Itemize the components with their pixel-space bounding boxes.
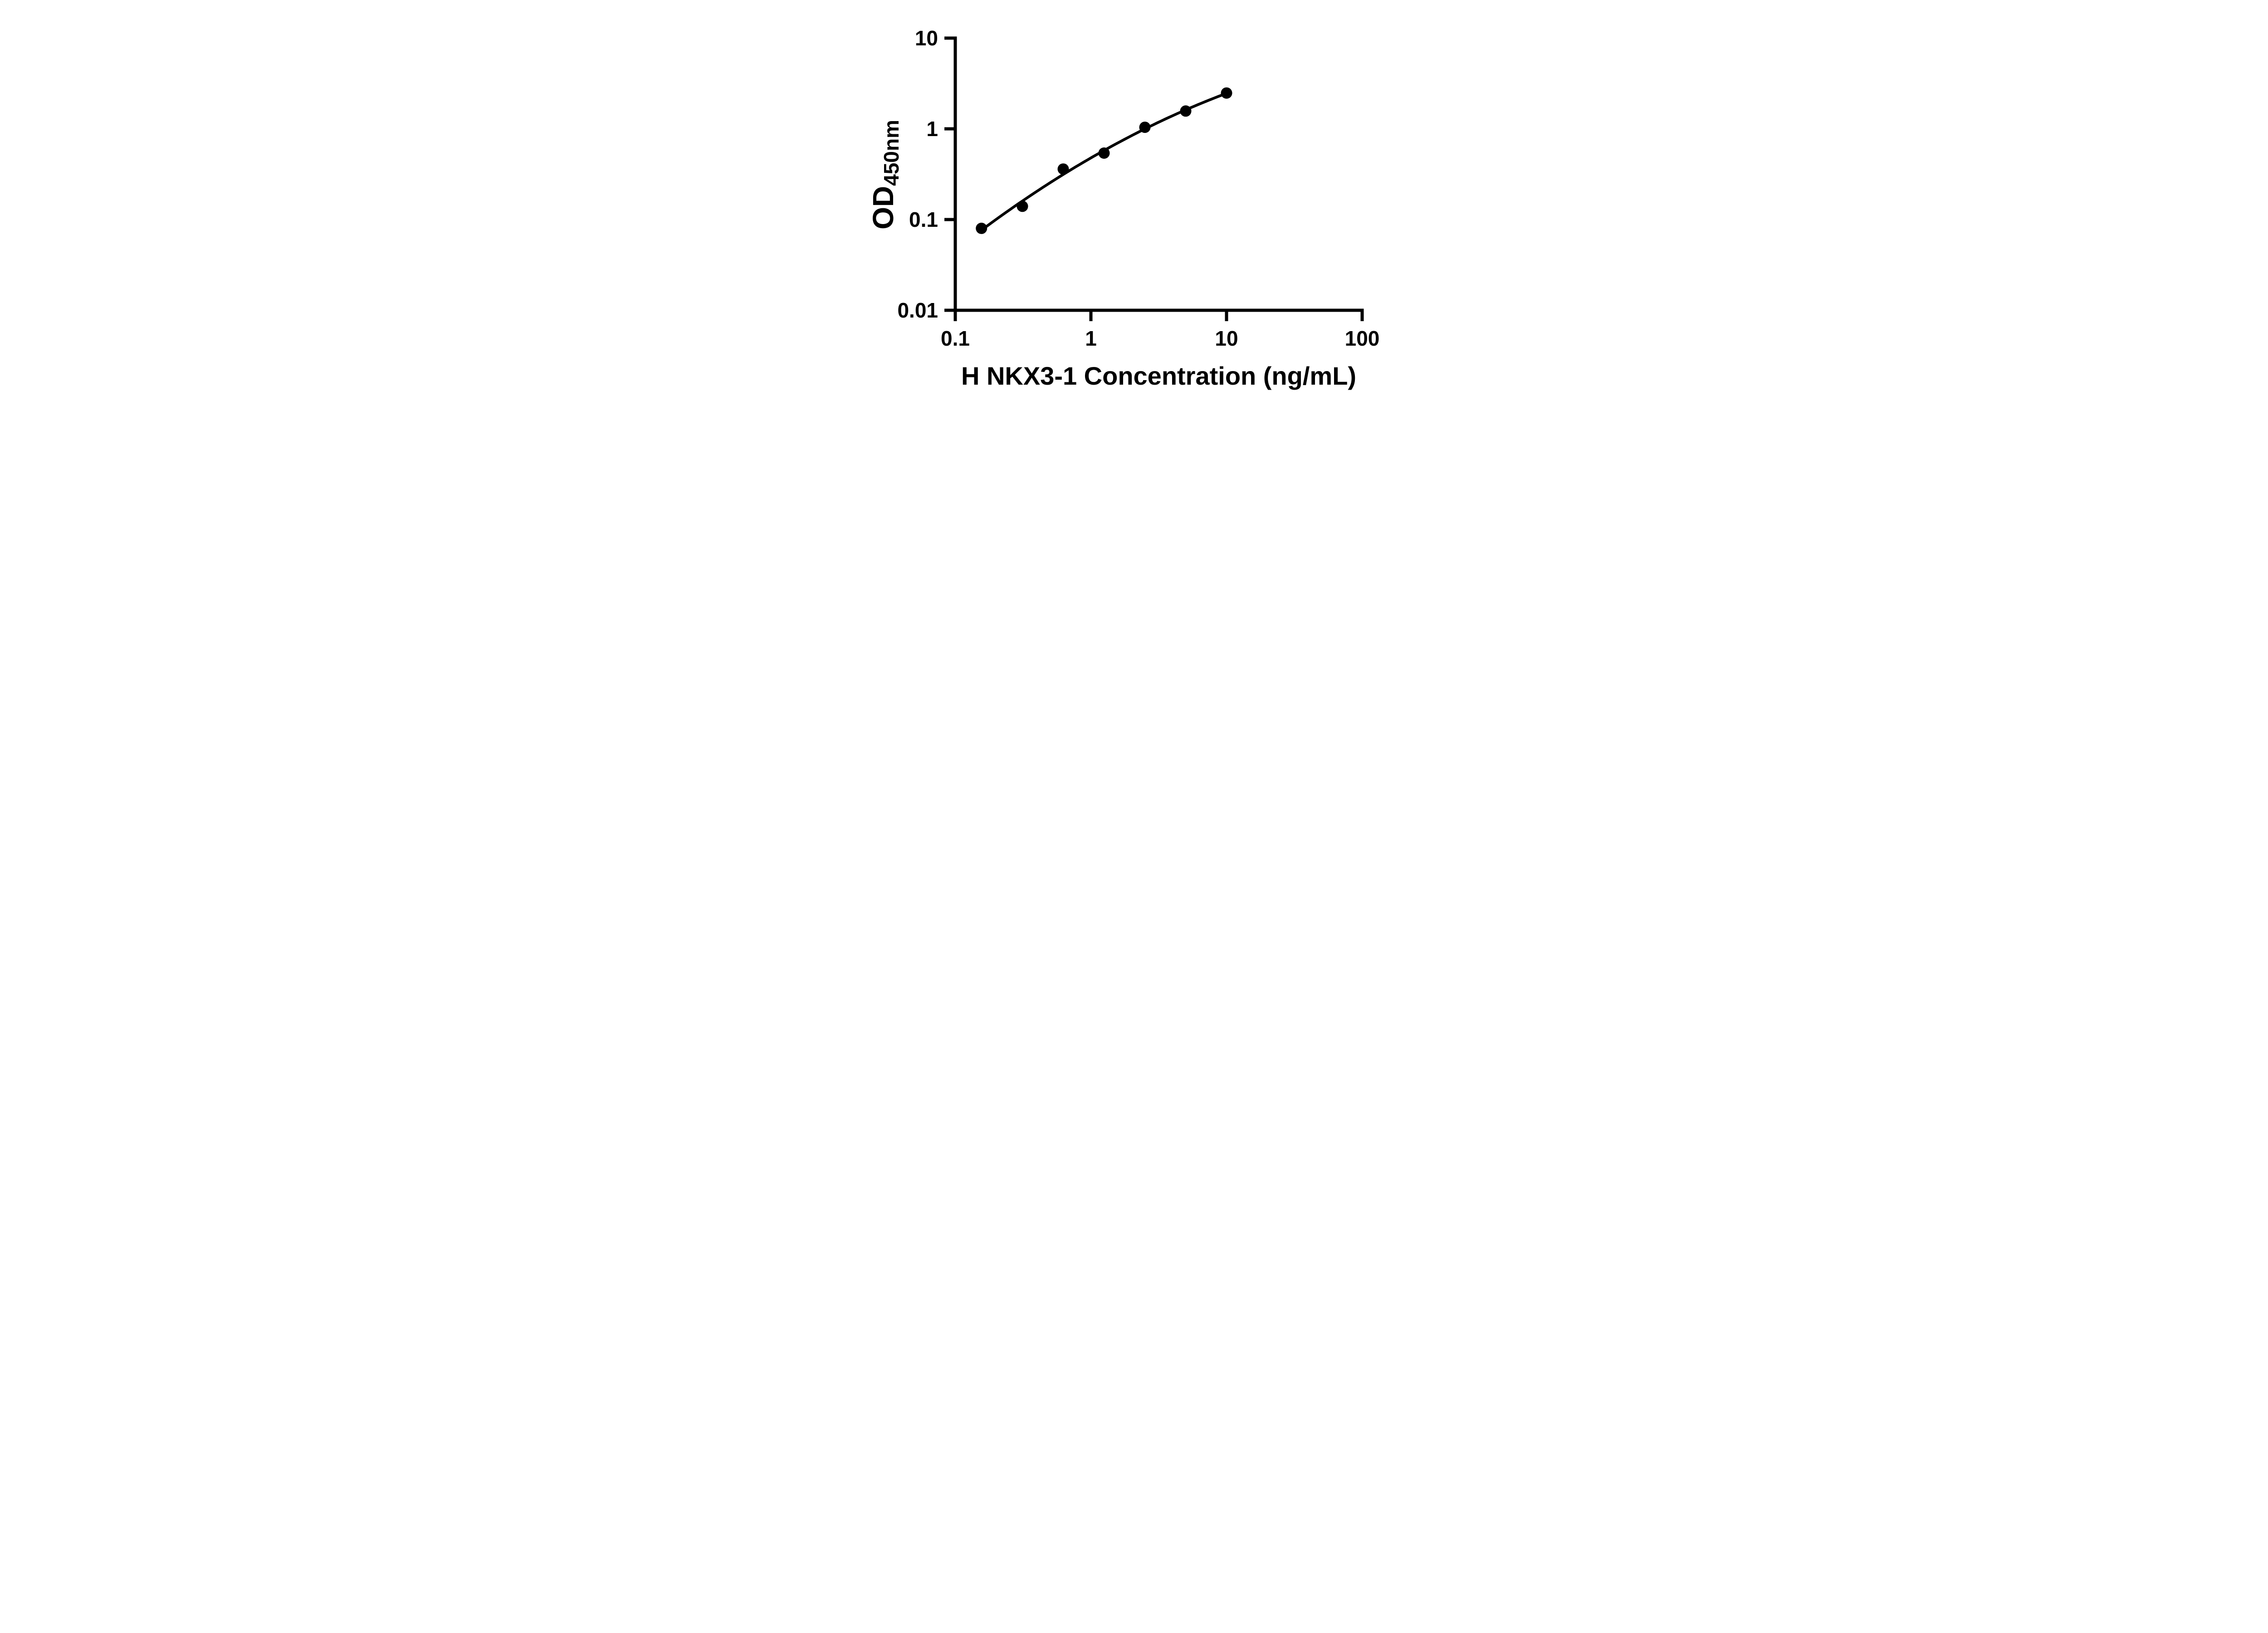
y-axis-title-subscript: 450nm (880, 120, 903, 186)
data-point (1139, 122, 1151, 133)
x-tick-label: 10 (1215, 327, 1238, 350)
x-tick-label: 1 (1085, 327, 1097, 350)
y-tick-label: 1 (926, 117, 938, 141)
data-point (1017, 200, 1028, 212)
y-tick-label: 0.01 (897, 298, 938, 322)
data-point (1180, 105, 1192, 117)
x-tick-label: 100 (1345, 327, 1380, 350)
elisa-standard-curve-figure: 10 1 0.1 0.01 0.1 1 10 100 H NKX3-1 Concentratio… (842, 0, 1426, 408)
data-point (1221, 87, 1232, 99)
data-point (976, 222, 987, 234)
y-tick-label: 10 (915, 26, 938, 50)
y-axis-title-main: OD (867, 186, 899, 230)
x-axis-title: H NKX3-1 Concentration (ng/mL) (961, 362, 1356, 390)
data-point (1098, 147, 1110, 159)
y-tick-label: 0.1 (909, 208, 938, 231)
y-axis-title: OD450nm (867, 120, 903, 230)
data-point (1057, 163, 1069, 175)
axes-lines (953, 36, 1364, 312)
x-tick-label: 0.1 (941, 327, 970, 350)
